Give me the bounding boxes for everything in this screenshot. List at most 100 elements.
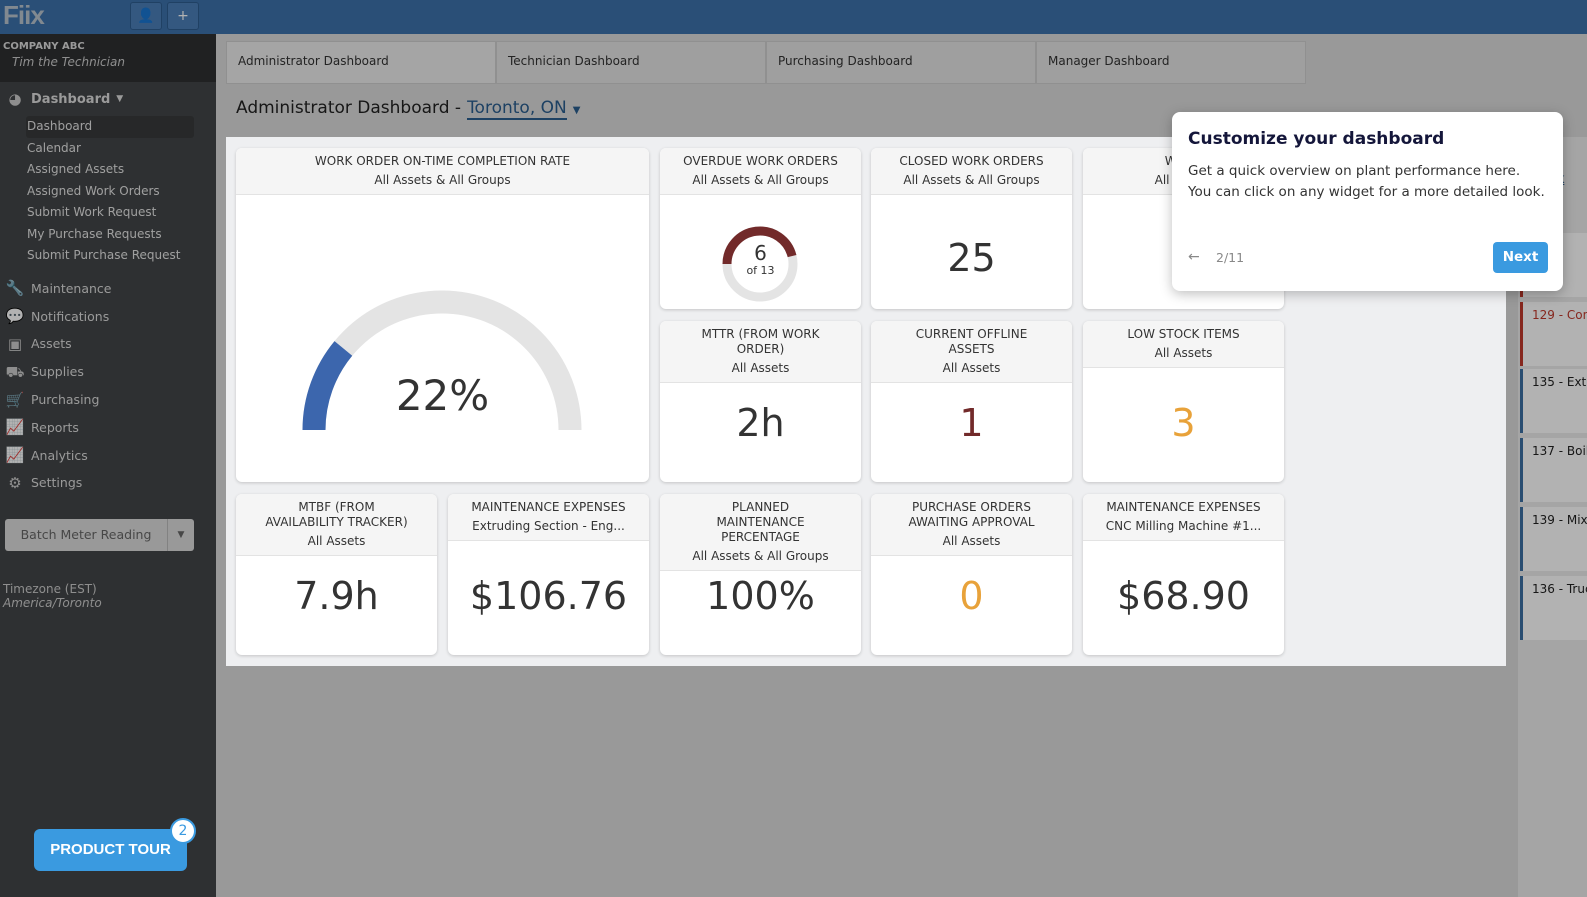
widget-subtitle: All Assets & All Groups	[692, 549, 829, 563]
sidebar-item-submit-purchase-request[interactable]: Submit Purchase Request	[27, 248, 181, 262]
widget-subtitle: Extruding Section - Eng...	[472, 519, 625, 533]
fiix-logo[interactable]: Fiix	[3, 0, 45, 30]
sidebar-item-reports[interactable]: 📈 Reports	[0, 413, 216, 441]
gauge-chart	[302, 290, 582, 431]
widget-overdue-work-orders[interactable]: OVERDUE WORK ORDERS All Assets & All Grou…	[660, 148, 861, 309]
caret-down-icon[interactable]: ▼	[572, 105, 581, 116]
widget-title: MTTR (FROM WORK ORDER)	[701, 327, 820, 356]
product-tour-button[interactable]: PRODUCT TOUR	[34, 829, 187, 871]
sidebar-item-calendar[interactable]: Calendar	[27, 140, 81, 155]
widget-value-total: of 13	[746, 264, 775, 277]
widget-value: $106.76	[469, 574, 628, 618]
truck-icon: ⛟	[5, 362, 25, 381]
sidebar-item-assets[interactable]: ▣ Assets	[0, 330, 216, 358]
widget-subtitle: All Assets	[1154, 346, 1213, 360]
batch-meter-reading-button[interactable]: Batch Meter Reading ▼	[5, 519, 194, 551]
speech-bubble-icon: 💬	[5, 307, 25, 326]
nav-label: Reports	[31, 419, 79, 435]
chart-icon: 📈	[5, 418, 25, 437]
chevron-down-icon[interactable]: ▼	[177, 530, 185, 540]
widget-mtbf[interactable]: MTBF (FROM AVAILABILITY TRACKER) All Asse…	[236, 494, 437, 655]
nav-label: Supplies	[31, 364, 84, 380]
company-block: COMPANY ABC Tim the Technician	[0, 34, 216, 82]
donut-fill	[722, 226, 797, 265]
widget-value: $68.90	[1117, 574, 1250, 618]
user-button[interactable]: 👤	[130, 2, 162, 30]
widget-subtitle: All Assets	[731, 361, 790, 375]
widget-value: 100%	[706, 574, 815, 618]
widget-title: CLOSED WORK ORDERS	[899, 154, 1044, 168]
tab-purchasing-dashboard[interactable]: Purchasing Dashboard	[766, 41, 1036, 84]
widget-value: 3	[1171, 401, 1196, 445]
widget-area: WORK ORDER ON-TIME COMPLETION RATE All As…	[226, 137, 1506, 666]
sidebar-item-analytics[interactable]: 📈 Analytics	[0, 441, 216, 469]
location-selector[interactable]: Toronto, ON	[467, 98, 567, 120]
nav-label: Purchasing	[31, 392, 100, 408]
cart-icon: 🛒	[5, 390, 25, 409]
sidebar-item-assigned-work-orders[interactable]: Assigned Work Orders	[27, 183, 160, 198]
sidebar-item-settings[interactable]: ⚙ Settings	[0, 469, 216, 497]
widget-value: 25	[947, 236, 996, 280]
widget-maintenance-expenses-cnc[interactable]: MAINTENANCE EXPENSES CNC Milling Machine …	[1083, 494, 1284, 655]
tour-badge: 2	[170, 818, 196, 844]
widget-planned-maintenance[interactable]: PLANNED MAINTENANCE PERCENTAGE All Assets…	[660, 494, 861, 655]
sidebar-item-purchasing[interactable]: 🛒 Purchasing	[0, 386, 216, 414]
back-arrow-icon[interactable]: ←	[1188, 249, 1200, 265]
nav-label: Analytics	[31, 447, 88, 463]
widget-title: PLANNED MAINTENANCE PERCENTAGE	[716, 500, 805, 544]
widget-low-stock-items[interactable]: LOW STOCK ITEMS All Assets 3	[1083, 321, 1284, 482]
tab-technician-dashboard[interactable]: Technician Dashboard	[496, 41, 766, 84]
user-icon: 👤	[137, 8, 155, 24]
work-order-item[interactable]: 129 - Con	[1520, 302, 1587, 366]
widget-closed-work-orders[interactable]: CLOSED WORK ORDERS All Assets & All Group…	[871, 148, 1072, 309]
tab-manager-dashboard[interactable]: Manager Dashboard	[1036, 41, 1306, 84]
timezone: Timezone (EST) America/Toronto	[3, 582, 102, 610]
sidebar-item-dashboard[interactable]: Dashboard	[26, 116, 194, 138]
tooltip-step: 2/11	[1216, 250, 1245, 265]
widget-value: 1	[959, 401, 984, 445]
sidebar-item-assigned-assets[interactable]: Assigned Assets	[27, 162, 125, 176]
add-button[interactable]: +	[167, 2, 199, 30]
widget-completion-rate[interactable]: WORK ORDER ON-TIME COMPLETION RATE All As…	[236, 148, 649, 482]
nav-label: Assets	[31, 336, 72, 352]
widget-title: LOW STOCK ITEMS	[1127, 327, 1240, 341]
widget-purchase-orders-awaiting[interactable]: PURCHASE ORDERS AWAITING APPROVAL All Ass…	[871, 494, 1072, 655]
widget-subtitle: All Assets & All Groups	[374, 173, 511, 187]
widget-subtitle: All Assets & All Groups	[692, 173, 829, 187]
work-order-item[interactable]: 137 - Boil	[1520, 438, 1587, 502]
page-title-text: Administrator Dashboard -	[236, 98, 462, 118]
widget-subtitle: All Assets	[942, 361, 1001, 375]
sidebar-item-submit-work-request[interactable]: Submit Work Request	[27, 205, 157, 219]
work-order-item[interactable]: 139 - Mixe	[1520, 507, 1587, 571]
next-button[interactable]: Next	[1493, 242, 1548, 273]
tour-tooltip: Customize your dashboard Get a quick ove…	[1172, 112, 1563, 291]
tab-administrator-dashboard[interactable]: Administrator Dashboard	[226, 41, 496, 84]
sidebar-item-notifications[interactable]: 💬 Notifications	[0, 302, 216, 330]
timezone-value: America/Toronto	[3, 596, 102, 610]
nav-label: Maintenance	[31, 280, 112, 296]
widget-mttr[interactable]: MTTR (FROM WORK ORDER) All Assets 2h	[660, 321, 861, 482]
sidebar-item-maintenance[interactable]: 🔧 Maintenance	[0, 275, 216, 303]
widget-offline-assets[interactable]: CURRENT OFFLINE ASSETS All Assets 1	[871, 321, 1072, 482]
widget-value: 2h	[736, 401, 785, 445]
widget-subtitle: All Assets & All Groups	[903, 173, 1040, 187]
sidebar-section-dashboard[interactable]: ◕ Dashboard ▼	[0, 82, 216, 116]
sidebar-item-supplies[interactable]: ⛟ Supplies	[0, 358, 216, 386]
widget-value: 6	[754, 241, 767, 265]
widget-title: MAINTENANCE EXPENSES	[1106, 500, 1261, 514]
wrench-icon: 🔧	[5, 279, 25, 298]
box-icon: ▣	[7, 334, 23, 353]
work-order-item[interactable]: 135 - Extr	[1520, 369, 1587, 433]
nav-label: Notifications	[31, 308, 110, 324]
top-bar: Fiix 👤 +	[0, 0, 1587, 34]
gauge-fill	[302, 341, 353, 431]
widget-title: CURRENT OFFLINE ASSETS	[915, 327, 1028, 356]
company-name: COMPANY ABC	[3, 41, 85, 52]
sidebar: COMPANY ABC Tim the Technician ◕ Dashboa…	[0, 34, 216, 897]
widget-maintenance-expenses-extruding[interactable]: MAINTENANCE EXPENSES Extruding Section - …	[448, 494, 649, 655]
sidebar-item-my-purchase-requests[interactable]: My Purchase Requests	[27, 226, 162, 241]
batch-label[interactable]: Batch Meter Reading	[5, 519, 168, 551]
work-order-item[interactable]: 136 - Truc	[1520, 576, 1587, 640]
widget-title: MAINTENANCE EXPENSES	[471, 500, 626, 514]
timezone-label: Timezone (EST)	[3, 582, 97, 596]
